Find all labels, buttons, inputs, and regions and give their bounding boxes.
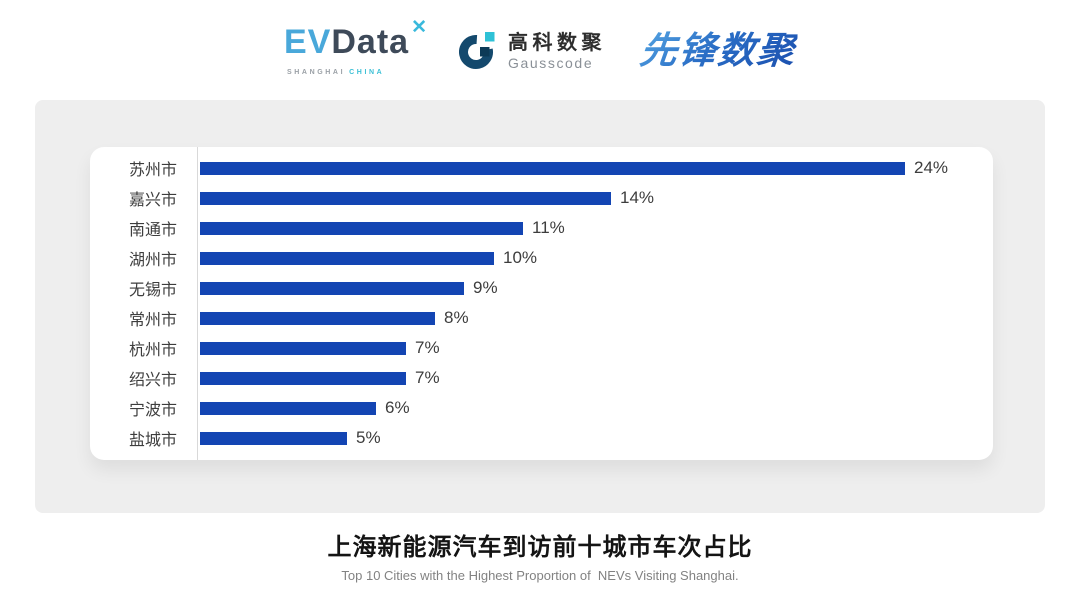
bar-track: 7% [187, 368, 993, 388]
chart-row: 常州市 8% [90, 303, 993, 333]
bar-track: 10% [187, 248, 993, 268]
bar-track: 14% [187, 188, 993, 208]
category-label: 宁波市 [128, 402, 177, 419]
caption: 上海新能源汽车到访前十城市车次占比 Top 10 Cities with the… [0, 527, 1080, 583]
category-label: 南通市 [128, 222, 177, 239]
evdata-china-text: CHINA [349, 68, 385, 76]
chart-row: 绍兴市 7% [90, 363, 993, 393]
bar-track: 6% [187, 398, 993, 418]
bar-track: 11% [187, 218, 993, 238]
chart-row: 盐城市 5% [90, 423, 993, 453]
chart-title: 上海新能源汽车到访前十城市车次占比 [327, 534, 753, 561]
chart-row: 湖州市 10% [90, 243, 993, 273]
bar-track: 24% [187, 158, 993, 178]
evdata-data-text: Data [331, 22, 410, 61]
value-label: 9% [473, 278, 498, 297]
category-label: 湖州市 [128, 252, 177, 269]
evdata-wordmark: EV Data ✕ [284, 18, 427, 61]
value-label: 7% [415, 338, 440, 357]
bar-rows: 苏州市 24% 嘉兴市 14% 南通市 11% 湖州市 10% 无锡市 9% 常州市 8% 杭州市 7% 绍… [90, 153, 993, 453]
bar [200, 281, 464, 295]
bar-track: 9% [187, 278, 993, 298]
value-label: 10% [503, 248, 538, 267]
logo-strip: EV Data ✕ SHANGHAI CHINA 高科数聚 Gausscode 先… [0, 18, 1080, 82]
y-axis-line [197, 147, 198, 460]
bar [200, 311, 435, 325]
chart-subtitle: Top 10 Cities with the Highest Proportio… [341, 568, 739, 583]
chart-row: 南通市 11% [90, 213, 993, 243]
value-label: 24% [914, 158, 949, 177]
evdata-shanghai-text: SHANGHAI [287, 68, 346, 76]
bar [200, 401, 376, 415]
bar-track: 8% [187, 308, 993, 328]
bar [200, 221, 523, 235]
bar-track: 5% [187, 428, 993, 448]
value-label: 5% [356, 428, 381, 447]
bar [200, 371, 406, 385]
bar [200, 341, 406, 355]
value-label: 6% [385, 398, 410, 417]
evdata-ev-text: EV [284, 22, 332, 61]
chart-row: 宁波市 6% [90, 393, 993, 423]
bar [200, 251, 494, 265]
evdata-tagline: SHANGHAI CHINA [284, 62, 384, 78]
chart-card: 苏州市 24% 嘉兴市 14% 南通市 11% 湖州市 10% 无锡市 9% 常州市 8% 杭州市 7% 绍… [90, 147, 993, 460]
gausscode-logo: 高科数聚 Gausscode [458, 30, 606, 72]
chart-row: 嘉兴市 14% [90, 183, 993, 213]
category-label: 常州市 [128, 312, 177, 329]
category-label: 盐城市 [128, 432, 177, 449]
evdata-logo: EV Data ✕ SHANGHAI CHINA [284, 18, 427, 78]
gausscode-g-icon [458, 32, 495, 69]
value-label: 7% [415, 368, 440, 387]
gausscode-wordmark: 高科数聚 Gausscode [508, 33, 606, 70]
chart-row: 杭州市 7% [90, 333, 993, 363]
pioneer-logo: 先锋数聚 [637, 29, 799, 71]
chart-row: 无锡市 9% [90, 273, 993, 303]
category-label: 杭州市 [128, 342, 177, 359]
category-label: 嘉兴市 [128, 192, 177, 209]
evdata-x-icon: ✕ [411, 16, 427, 38]
value-label: 14% [620, 188, 655, 207]
value-label: 11% [532, 218, 565, 237]
category-label: 无锡市 [128, 282, 177, 299]
value-label: 8% [444, 308, 469, 327]
bar-track: 7% [187, 338, 993, 358]
bar [200, 161, 905, 175]
bar [200, 191, 611, 205]
gausscode-cn-text: 高科数聚 [507, 31, 606, 54]
chart-row: 苏州市 24% [90, 153, 993, 183]
gausscode-en-text: Gausscode [507, 54, 594, 71]
chart-panel: 苏州市 24% 嘉兴市 14% 南通市 11% 湖州市 10% 无锡市 9% 常州市 8% 杭州市 7% 绍… [35, 100, 1045, 513]
category-label: 苏州市 [128, 162, 177, 179]
category-label: 绍兴市 [128, 372, 177, 389]
bar [200, 431, 347, 445]
